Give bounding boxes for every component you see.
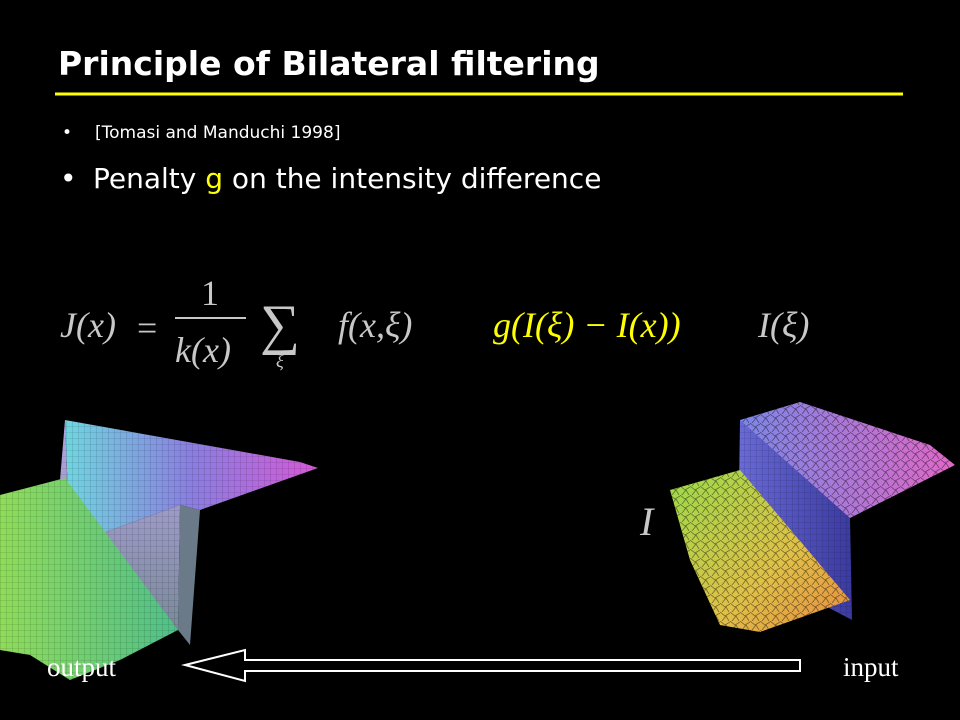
output-label: output: [47, 652, 117, 682]
bullet-part: on the intensity difference: [223, 162, 601, 195]
eq-denominator: k(x): [175, 330, 231, 370]
eq-numerator: 1: [201, 273, 219, 313]
eq-intensity: I(ξ): [757, 305, 809, 345]
output-surface: [0, 420, 318, 680]
eq-range: g(I(ξ) − I(x)): [493, 305, 681, 345]
eq-lhs: J(x): [60, 305, 116, 345]
bullet-text: Penalty g on the intensity difference: [93, 162, 601, 195]
axis-symbol: I: [639, 499, 655, 544]
bullet-text: [Tomasi and Manduchi 1998]: [95, 123, 340, 143]
equation: J(x) = 1 k(x) ∑ ξ f(x,ξ) g(I(ξ) − I(x)) …: [60, 273, 809, 371]
eq-spatial: f(x,ξ): [338, 305, 412, 345]
input-label: input: [843, 652, 899, 682]
eq-sum: ∑: [260, 294, 300, 356]
bullet-part: Penalty: [93, 162, 205, 195]
bullet-marker: •: [62, 123, 72, 143]
input-surface: [670, 402, 955, 632]
eq-sum-index: ξ: [276, 351, 284, 371]
bullet-part: g: [205, 162, 223, 195]
slide-title: Principle of Bilateral filtering: [58, 44, 600, 83]
eq-equals: =: [137, 308, 157, 348]
bullet-marker: •: [60, 162, 77, 195]
arrow: [181, 648, 801, 683]
